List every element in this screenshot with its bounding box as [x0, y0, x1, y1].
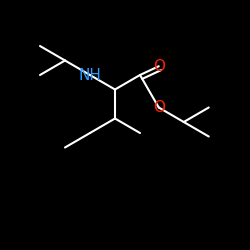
Text: NH: NH — [78, 68, 102, 82]
Text: O: O — [153, 100, 165, 115]
Text: O: O — [153, 59, 165, 74]
